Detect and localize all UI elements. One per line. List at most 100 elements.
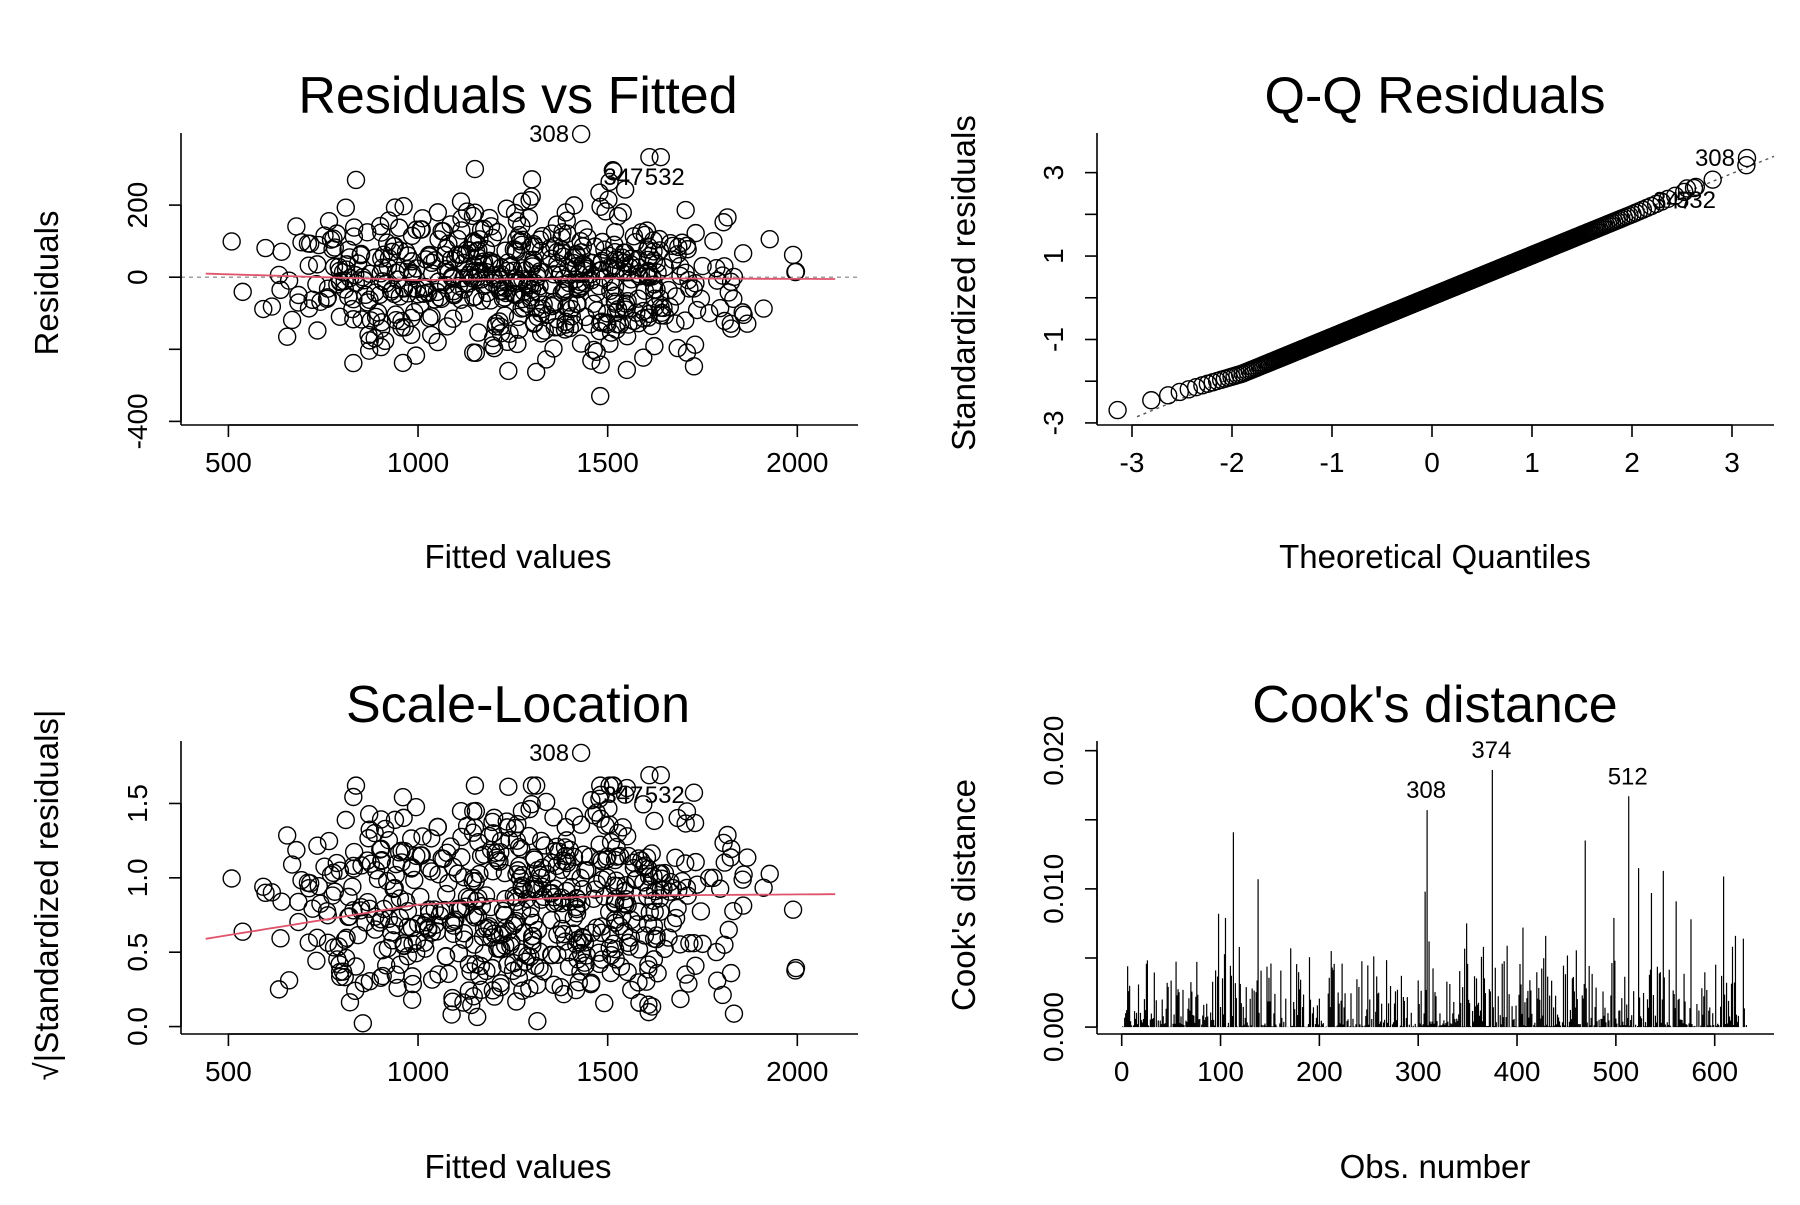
scale-location-point: [422, 970, 442, 989]
scale-location-point: [719, 920, 738, 940]
scale-location-point: [651, 766, 670, 785]
scale-location-point: [441, 913, 461, 932]
residual-point: [605, 292, 625, 311]
residual-point: [468, 268, 487, 287]
scale-location-point: [481, 897, 500, 917]
qq-residuals-point-label: 308: [1695, 145, 1735, 172]
residual-point: [576, 307, 595, 327]
scale-location-point: [446, 910, 465, 929]
qq-residuals-point-label: 532: [1676, 187, 1716, 214]
scale-location-point: [644, 929, 664, 948]
residual-point: [672, 233, 692, 252]
residual-point: [308, 321, 327, 340]
residual-point: [344, 218, 364, 237]
scale-location-point: [564, 807, 584, 826]
scale-location-point: [666, 848, 685, 868]
residual-point: [617, 360, 637, 380]
scale-location-point: [472, 897, 492, 916]
residual-point: [531, 304, 551, 323]
qq-residuals-x-tick-label: -3: [1120, 447, 1145, 478]
scale-location-point: [642, 997, 662, 1016]
scale-location-point: [626, 870, 645, 890]
residual-point: [620, 257, 639, 276]
scale-location-y-tick-label: 1.0: [122, 858, 153, 897]
scale-location-point: [519, 826, 539, 846]
smoother-line: [205, 893, 836, 940]
scale-location-point: [721, 963, 741, 983]
residuals-vs-fitted-y-tick-label: 200: [122, 182, 153, 229]
scale-location-point: [435, 900, 454, 920]
residual-point: [335, 280, 355, 299]
residuals-vs-fitted-title: Residuals vs Fitted: [298, 67, 737, 125]
residual-point: [571, 276, 591, 296]
cooks-distance-x-tick-label: 0: [1114, 1056, 1130, 1087]
residual-point: [518, 276, 537, 295]
residual-point: [482, 255, 501, 274]
scale-location-point: [644, 950, 664, 969]
residual-point: [557, 211, 576, 230]
scale-location-point: [361, 854, 381, 873]
residual-point: [571, 334, 591, 353]
scale-location-point: [406, 944, 426, 963]
residual-point: [499, 361, 518, 381]
scale-location-point-label: 347: [603, 782, 643, 809]
scale-location-point: [556, 818, 575, 837]
scale-location-point: [449, 944, 469, 963]
residual-point: [366, 307, 386, 327]
residual-point: [450, 245, 470, 265]
residual-point: [419, 245, 439, 265]
residual-point: [548, 259, 567, 279]
scale-location-point: [640, 766, 659, 785]
cooks-distance-y-tick-label: 0.000: [1038, 992, 1069, 1062]
residual-point: [463, 206, 483, 226]
scale-location-point: [530, 942, 549, 961]
scale-location-point: [584, 889, 603, 908]
residual-point: [319, 211, 339, 231]
scale-location-point: [344, 787, 363, 807]
residual-point: [652, 303, 671, 323]
scale-location-point: [406, 797, 426, 817]
scale-location-point: [544, 808, 563, 827]
residual-point: [567, 245, 586, 264]
residual-point: [595, 240, 614, 259]
scale-location-point: [457, 887, 477, 907]
residual-point: [406, 346, 426, 365]
qq-point: [1684, 178, 1704, 198]
residual-point: [670, 256, 690, 276]
residual-point: [615, 180, 635, 199]
scale-location-point: [564, 908, 583, 928]
scale-location-point: [339, 887, 358, 907]
scale-location-point: [392, 841, 411, 861]
residual-point: [222, 232, 241, 251]
residual-point: [402, 252, 422, 271]
residual-point: [382, 242, 402, 262]
residual-point: [600, 172, 619, 192]
scale-location-point: [451, 801, 471, 821]
scale-location-point: [704, 868, 723, 888]
scale-location-point: [491, 978, 510, 997]
residuals-vs-fitted-x-tick-label: 500: [205, 447, 252, 478]
scale-location-point: [358, 851, 377, 870]
qq-residuals-y-tick-label: 3: [1038, 165, 1069, 181]
residual-point: [591, 386, 610, 406]
residual-point: [429, 230, 448, 249]
residual-point: [507, 230, 526, 249]
scale-location-point: [676, 814, 695, 833]
scale-location-point: [520, 979, 539, 998]
qq-residuals-panel: Q-Q Residuals Theoretical Quantiles Stan…: [945, 67, 1775, 575]
residual-point: [651, 147, 670, 167]
scale-location-point: [371, 968, 390, 987]
scale-location-point: [510, 856, 529, 875]
qq-residuals-y-tick-label: -3: [1038, 410, 1069, 435]
scale-location-point: [343, 877, 362, 896]
residual-point: [437, 317, 457, 336]
cooks-distance-title: Cook's distance: [1252, 676, 1617, 734]
scale-location-point: [616, 890, 636, 909]
residual-point: [330, 261, 349, 281]
residual-point: [721, 314, 740, 333]
residual-point: [298, 234, 318, 253]
residual-point: [637, 221, 657, 240]
residual-point: [510, 232, 530, 251]
scale-location-point: [566, 980, 586, 1000]
residual-point: [644, 280, 664, 299]
